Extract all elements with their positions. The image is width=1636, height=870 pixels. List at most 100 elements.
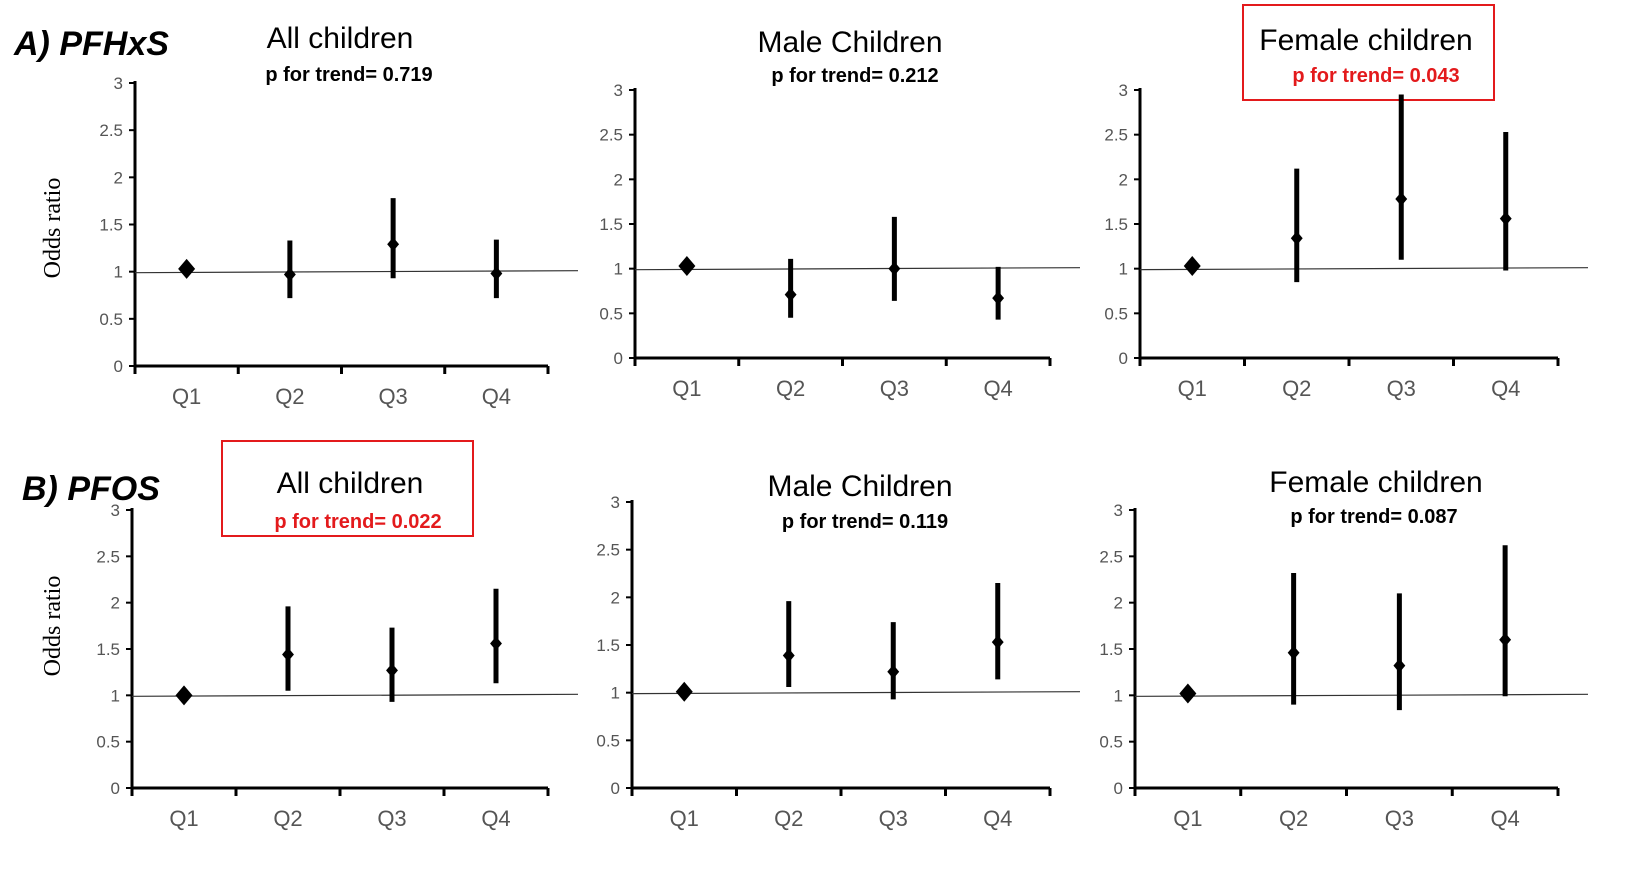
trend-text: p for trend= 0.022 [274,511,441,533]
x-tick-label: Q4 [481,806,510,831]
y-tick-label: 2 [1114,594,1123,613]
trend-text: p for trend= 0.087 [1290,506,1457,528]
x-tick-label: Q1 [169,806,198,831]
trend-text: p for trend= 0.212 [771,65,938,87]
data-point [282,647,294,662]
panel-title: Female children [1259,24,1472,57]
x-tick-label: Q3 [1387,376,1416,401]
data-point [1395,191,1408,206]
data-point [387,237,400,252]
panel-title: Female children [1269,466,1482,499]
y-tick-label: 0.5 [96,733,120,752]
x-tick-label: Q1 [672,376,701,401]
y-tick-label: 1 [114,263,123,282]
reference-line [131,693,579,697]
x-tick-label: Q3 [378,384,407,409]
y-tick-label: 1 [611,684,620,703]
y-tick-label: 0 [614,349,623,368]
y-tick-label: 1.5 [96,640,120,659]
data-point [888,261,901,276]
x-tick-label: Q4 [983,376,1012,401]
panel-title: Male Children [757,26,942,59]
data-point [1290,231,1303,246]
chart-panel: Male Children p for trend= 0.212 0 0.5 1 1.5 2… [599,26,1081,401]
trend-text: p for trend= 0.119 [782,511,948,533]
x-tick-label: Q4 [983,806,1012,831]
y-tick-label: 0 [114,357,123,376]
x-tick-label: Q2 [1282,376,1311,401]
data-point [490,636,502,651]
data-point [178,258,196,279]
y-tick-label: 3 [1119,81,1128,100]
y-tick-label: 2.5 [599,126,623,145]
data-point [490,266,503,281]
x-tick-label: Q4 [482,384,511,409]
x-tick-label: Q2 [275,384,304,409]
y-tick-label: 0.5 [99,310,123,329]
data-point [1183,255,1201,276]
x-tick-label: Q1 [172,384,201,409]
panels-container: All children p for trend= 0.719 Odds ratio… [40,4,1589,831]
y-tick-label: 1 [1114,686,1123,705]
y-tick-label: 1.5 [596,636,620,655]
chart-panel: Female children p for trend= 0.087 0 0.5 1 1.… [1099,466,1589,831]
data-point [678,255,696,276]
y-tick-label: 0.5 [1104,304,1128,323]
reference-line [134,270,579,274]
y-tick-label: 0 [1119,349,1128,368]
data-point [784,287,797,302]
reference-line [631,691,1081,695]
data-point [386,663,398,678]
data-point [675,681,693,702]
panel-title: All children [267,22,414,55]
x-tick-label: Q3 [880,376,909,401]
x-tick-label: Q4 [1491,376,1520,401]
trend-text: p for trend= 0.719 [265,64,432,86]
chart-panel: All children p for trend= 0.022 Odds ratio… [40,440,579,831]
row-label-a: A) PFHxS [13,25,169,63]
chart-panel: All children p for trend= 0.719 Odds ratio… [40,22,579,409]
y-tick-label: 2.5 [596,541,620,560]
data-point [991,635,1004,650]
y-tick-label: 3 [111,501,120,520]
x-tick-label: Q2 [774,806,803,831]
y-tick-label: 2 [1119,170,1128,189]
data-point [1499,211,1512,226]
row-label-b: B) PFOS [22,470,160,508]
y-tick-label: 2 [114,168,123,187]
y-tick-label: 1.5 [599,215,623,234]
y-tick-label: 1 [111,686,120,705]
x-tick-label: Q3 [879,806,908,831]
x-tick-label: Q3 [1385,806,1414,831]
chart-panel: Female children p for trend= 0.043 0 0.5 1 1.… [1104,4,1589,401]
y-tick-label: 1 [614,260,623,279]
y-tick-label: 1.5 [1104,215,1128,234]
y-tick-label: 2.5 [96,547,120,566]
y-tick-label: 0 [611,779,620,798]
data-point [782,648,795,663]
trend-text: p for trend= 0.043 [1292,65,1459,87]
x-tick-label: Q1 [1178,376,1207,401]
reference-line [634,267,1081,271]
y-tick-label: 2 [611,588,620,607]
data-point [1393,658,1406,673]
data-point [1499,632,1512,647]
y-axis-label: Odds ratio [40,178,66,279]
y-tick-label: 0.5 [596,731,620,750]
panel-title: All children [277,467,424,500]
data-point [887,664,900,679]
y-tick-label: 0 [111,779,120,798]
data-point [992,291,1005,306]
y-tick-label: 2 [614,170,623,189]
x-tick-label: Q2 [273,806,302,831]
data-point [1287,645,1300,660]
y-tick-label: 2 [111,594,120,613]
y-axis-label: Odds ratio [40,576,66,677]
y-tick-label: 0.5 [1099,733,1123,752]
highlight-box [1242,4,1495,101]
panel-title: Male Children [767,470,952,503]
y-tick-label: 3 [611,493,620,512]
x-tick-label: Q4 [1490,806,1519,831]
highlight-box [221,440,474,537]
